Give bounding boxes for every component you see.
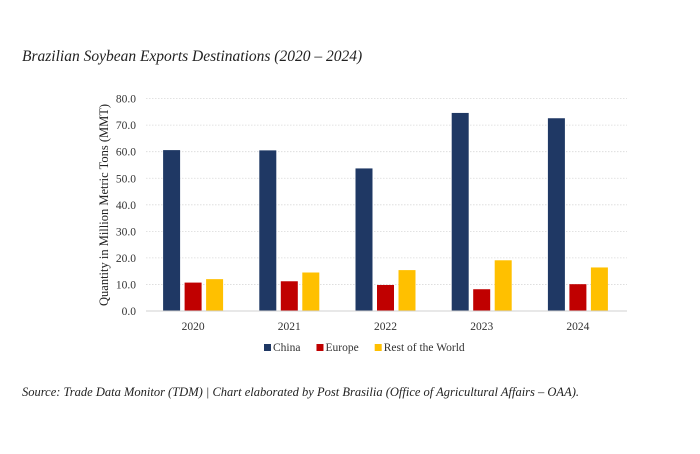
y-tick-label: 50.0 [116,173,136,185]
bar-rest-of-the-world-2023 [494,260,512,311]
legend-label: Rest of the World [384,342,465,354]
y-axis-label: Quantity in Million Metric Tons (MMT) [97,104,111,306]
bars [163,112,608,311]
x-tick-label: 2020 [182,321,205,333]
bar-europe-2020 [184,282,202,311]
y-tick-label: 70.0 [116,120,136,132]
bar-europe-2021 [280,281,298,311]
bar-china-2023 [451,112,469,311]
chart-title: Brazilian Soybean Exports Destinations (… [22,48,363,65]
y-tick-label: 80.0 [116,94,136,106]
bar-rest-of-the-world-2022 [398,270,416,311]
legend-swatch-china [264,344,271,351]
bar-china-2022 [355,168,373,311]
bar-europe-2022 [377,284,394,311]
bar-rest-of-the-world-2020 [206,279,224,311]
x-tick-label: 2022 [374,321,397,333]
legend-swatch-rest-of-the-world [374,344,382,351]
x-axis-ticks: 2020 2021 2022 2023 2024 [182,321,590,333]
legend-swatch-europe [316,344,324,351]
y-tick-label: 0.0 [122,306,137,318]
y-tick-label: 60.0 [116,147,136,159]
y-tick-label: 30.0 [116,226,136,238]
y-tick-label: 40.0 [116,200,136,212]
bar-europe-2024 [569,284,587,311]
x-tick-label: 2024 [566,321,589,333]
x-tick-label: 2021 [278,321,301,333]
y-tick-label: 20.0 [116,253,136,265]
bar-china-2024 [547,118,565,311]
bar-rest-of-the-world-2024 [590,267,608,311]
bar-china-2020 [163,150,181,311]
gridlines [146,98,627,285]
legend-label: Europe [325,342,358,354]
source-note: Source: Trade Data Monitor (TDM) | Chart… [22,385,579,399]
y-tick-label: 10.0 [116,279,136,291]
legend: China Europe Rest of the World [264,342,465,354]
y-axis-ticks: 0.0 10.0 20.0 30.0 40.0 50.0 60.0 70.0 80.0 [116,94,136,318]
bar-rest-of-the-world-2021 [302,272,320,311]
bar-china-2021 [259,150,277,311]
bar-europe-2023 [473,289,491,311]
legend-label: China [273,342,300,354]
x-tick-label: 2023 [470,321,493,333]
